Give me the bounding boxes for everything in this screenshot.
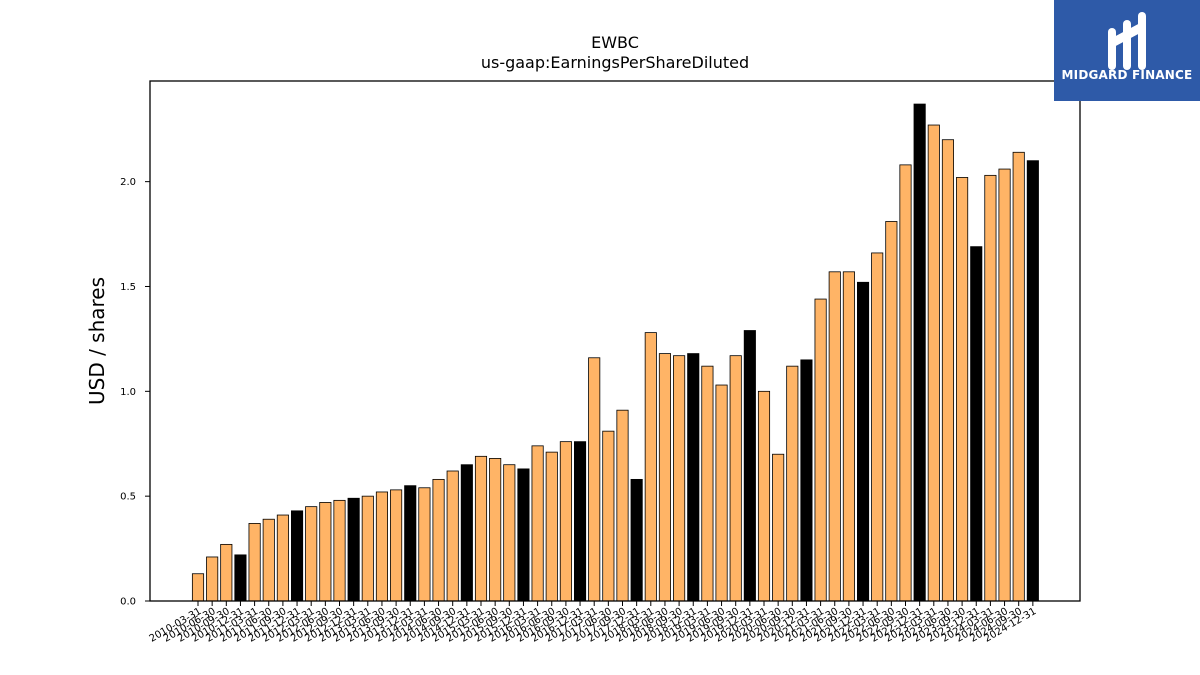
- bar-2017-06-30: [602, 430, 615, 602]
- bar-2017-03-31: [588, 357, 601, 602]
- plot-frame: [149, 80, 1081, 602]
- bar-2015-09-30: [503, 464, 516, 602]
- y-axis: 0.0 0.5 1.0 1.5 2.0: [120, 177, 150, 608]
- bar-2016-12-31: [574, 441, 587, 602]
- bar-2011-03-31: [248, 523, 261, 602]
- bar-2019-12-31: [743, 330, 756, 602]
- bar-2021-12-31: [857, 281, 870, 602]
- chart-subtitle: us-gaap:EarningsPerShareDiluted: [481, 53, 749, 72]
- bar-2012-06-30: [319, 502, 332, 602]
- bar-2011-09-30: [276, 514, 289, 602]
- bar-2024-09-30: [1012, 151, 1025, 602]
- bar-2024-12-31: [1026, 160, 1039, 602]
- bars-group: [191, 103, 1039, 602]
- y-tick-label: 0.0: [120, 597, 136, 608]
- chart-title: EWBC: [591, 33, 639, 52]
- bar-2022-03-31: [871, 252, 884, 602]
- bar-2011-06-30: [262, 518, 275, 602]
- bar-2022-09-30: [899, 164, 912, 602]
- bar-2020-03-31: [757, 390, 771, 602]
- bar-2020-06-30: [772, 453, 785, 602]
- bar-2011-12-31: [290, 510, 304, 602]
- bar-2018-09-30: [673, 355, 686, 602]
- bar-2010-03-31: [191, 573, 205, 602]
- bar-2020-12-31: [800, 359, 813, 602]
- bar-2023-06-30: [941, 139, 954, 602]
- bar-2017-12-31: [630, 478, 643, 602]
- bar-2014-03-31: [418, 487, 431, 602]
- bar-2022-12-31: [913, 103, 926, 602]
- bar-2023-12-31: [970, 246, 983, 602]
- bar-2013-12-31: [404, 485, 417, 602]
- bar-2013-03-31: [361, 495, 374, 602]
- bar-2013-06-30: [375, 491, 388, 602]
- bar-2012-12-31: [347, 497, 360, 602]
- bar-2021-03-31: [814, 298, 827, 602]
- bar-2014-06-30: [432, 478, 445, 602]
- bar-2014-12-31: [460, 464, 473, 602]
- bar-2021-06-30: [828, 271, 841, 602]
- bar-2016-06-30: [545, 451, 558, 602]
- brand-logo: MIDGARD FINANCE: [1054, 0, 1200, 101]
- bar-2012-09-30: [333, 499, 346, 602]
- y-tick-label: 1.0: [120, 387, 136, 398]
- brand-name: MIDGARD FINANCE: [1061, 68, 1193, 82]
- bar-2019-06-30: [715, 384, 728, 602]
- bar-2019-03-31: [701, 365, 714, 602]
- bar-2022-06-30: [885, 221, 898, 602]
- bar-2010-09-30: [220, 543, 233, 602]
- x-axis: 2010-03-312010-06-302010-09-302010-12-31…: [148, 601, 1038, 645]
- bar-2024-06-30: [998, 168, 1011, 602]
- bar-2015-03-31: [474, 455, 488, 602]
- bar-2016-09-30: [559, 441, 572, 602]
- bar-2024-03-31: [984, 174, 997, 602]
- bar-2023-03-31: [927, 124, 940, 602]
- y-tick-label: 1.5: [120, 282, 136, 293]
- bar-2020-09-30: [786, 365, 799, 602]
- bar-2023-09-30: [956, 177, 969, 602]
- y-tick-label: 2.0: [120, 177, 136, 188]
- bar-2012-03-31: [305, 506, 318, 602]
- y-tick-label: 0.5: [120, 492, 136, 503]
- bar-2013-09-30: [390, 489, 403, 602]
- bar-2018-03-31: [644, 332, 657, 602]
- midgard-logo-icon: [1108, 12, 1146, 70]
- bar-2017-09-30: [616, 409, 629, 602]
- bar-2016-03-31: [531, 445, 544, 602]
- bar-2014-09-30: [446, 470, 459, 602]
- bar-2015-06-30: [489, 458, 502, 602]
- bar-2018-06-30: [658, 353, 671, 602]
- bar-2015-12-31: [517, 468, 530, 602]
- bar-2019-09-30: [729, 355, 742, 602]
- bar-2018-12-31: [687, 353, 700, 602]
- bar-2010-12-31: [234, 554, 247, 602]
- bar-2021-09-30: [842, 271, 855, 602]
- y-axis-label: USD / shares: [85, 277, 109, 405]
- bar-2010-06-30: [206, 556, 219, 602]
